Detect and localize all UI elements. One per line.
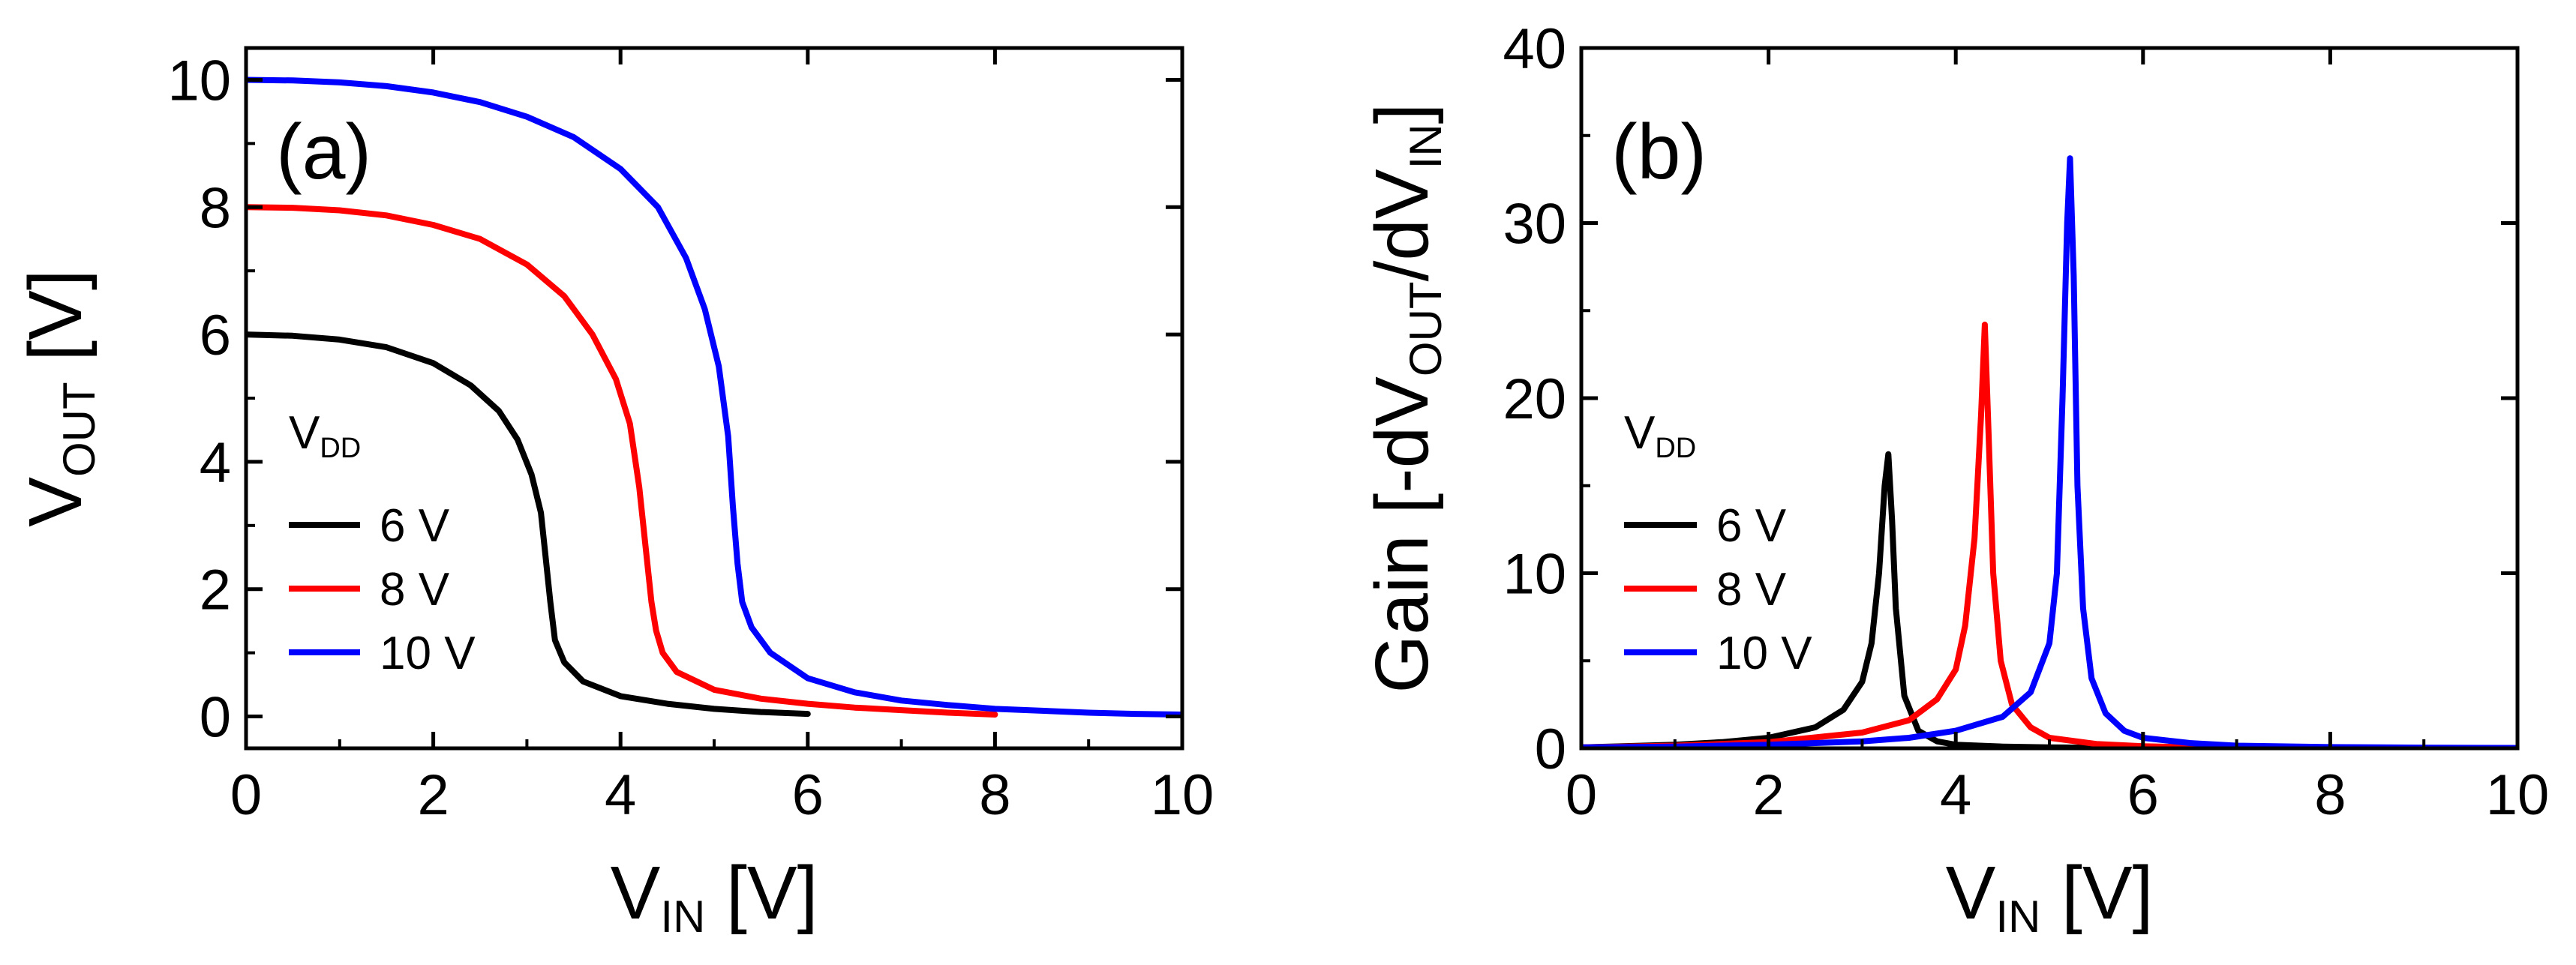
panel-a-ylabel-sub: OUT (54, 382, 104, 477)
panel-a-x-tick-label-2: 4 (605, 763, 636, 827)
panel-b-y-axis-label: Gain [-dVOUT/dVIN] (1360, 103, 1451, 694)
panel-a-legend-label-2: 10 V (380, 628, 476, 679)
panel-a-legend-label-0: 6 V (380, 500, 450, 552)
panel-a-legend-title-main: V (289, 407, 320, 459)
panel-b-series-line-0 (1581, 451, 2146, 748)
panel-b-x-tick-label-0: 0 (1566, 763, 1597, 827)
panel-a-series-layer (246, 76, 1182, 718)
panel-b-legend-label-0: 6 V (1716, 500, 1787, 552)
panel-a-series-line-2 (246, 76, 1182, 718)
panel-a-legend-title-sub: DD (320, 433, 361, 464)
panel-a-ticks: 0 2 4 6 8 10 0 2 4 6 8 10 (167, 48, 1214, 827)
panel-b-x-axis-label: VIN [V] (1946, 851, 2154, 942)
panel-a-y-tick-label-4: 8 (200, 176, 231, 240)
panel-a-xlabel-unit: [V] (705, 851, 818, 935)
panel-b-ylabel-suffix: ] (1360, 103, 1444, 124)
panel-b-xlabel-main: V (1946, 851, 1996, 935)
panel-a-y-tick-label-1: 2 (200, 559, 231, 622)
panel-a-legend-title: VDD (289, 407, 361, 464)
panel-b-legend-title: VDD (1624, 407, 1696, 464)
panel-a-x-tick-label-1: 2 (417, 763, 449, 827)
panel-b-series-line-2 (1581, 155, 2517, 748)
panel-b-legend-label-1: 8 V (1716, 564, 1787, 616)
panel-a-series-line-1 (246, 204, 998, 718)
panel-a-x-axis-label: VIN [V] (611, 851, 818, 942)
panel-b-ylabel-sub1: OUT (1401, 281, 1451, 376)
panel-b-y-tick-label-4: 40 (1503, 17, 1566, 81)
panel-b-x-tick-label-3: 6 (2127, 763, 2159, 827)
panel-a-ylabel-main: V (14, 477, 98, 527)
panel-a-legend-label-1: 8 V (380, 564, 450, 616)
panel-b-ylabel-prefix: Gain [-dV (1360, 376, 1444, 694)
panel-b-xlabel-sub: IN (1995, 892, 2040, 942)
panel-b-legend-items: 6 V 8 V 10 V (1624, 500, 1812, 679)
panel-a-y-axis-label: VOUT [V] (14, 269, 104, 526)
panel-a-y-tick-label-5: 10 (167, 49, 231, 112)
panel-a-x-tick-label-5: 10 (1151, 763, 1214, 827)
panel-a-xlabel-main: V (611, 851, 661, 935)
panel-b-legend-label-2: 10 V (1716, 628, 1812, 679)
panel-a-y-tick-label-2: 4 (200, 431, 231, 495)
panel-b-series-line-1 (1581, 321, 2334, 748)
panel-b-series-layer (1581, 155, 2517, 748)
panel-a-label: (a) (276, 109, 371, 196)
panel-a-legend-items: 6 V 8 V 10 V (289, 500, 476, 679)
panel-b-y-tick-label-1: 10 (1503, 543, 1566, 607)
panel-b-x-tick-label-5: 10 (2486, 763, 2550, 827)
panel-b-label: (b) (1611, 109, 1707, 196)
panel-a-x-tick-label-0: 0 (230, 763, 262, 827)
panel-b-legend-title-sub: DD (1655, 433, 1696, 464)
panel-b-ylabel-sub2: IN (1401, 124, 1451, 169)
panel-a-legend: VDD 6 V 8 V 10 V (289, 407, 476, 679)
panel-b-x-tick-label-2: 4 (1940, 763, 1971, 827)
panel-b-y-tick-label-3: 30 (1503, 193, 1566, 256)
panel-a-xlabel-sub: IN (660, 892, 705, 942)
panel-b-x-tick-label-4: 8 (2314, 763, 2346, 827)
panel-b-x-tick-label-1: 2 (1752, 763, 1784, 827)
panel-a-y-tick-label-3: 6 (200, 304, 231, 367)
panel-a-y-tick-label-0: 0 (200, 686, 231, 750)
panel-b-ylabel-mid: /dV (1360, 169, 1444, 281)
panel-b-y-tick-label-2: 20 (1503, 367, 1566, 431)
panel-b-legend-title-main: V (1624, 407, 1656, 459)
panel-b-ticks: 0 2 4 6 8 10 0 10 20 30 40 (1503, 17, 2549, 827)
panel-a-ylabel-unit: [V] (14, 269, 98, 382)
panel-b-xlabel-unit: [V] (2040, 851, 2153, 935)
panel-a-x-tick-label-4: 8 (979, 763, 1010, 827)
panel-a-series-line-0 (246, 331, 811, 718)
panel-b-legend: VDD 6 V 8 V 10 V (1624, 407, 1812, 679)
panel-b-y-tick-label-0: 0 (1535, 718, 1566, 781)
panel-a-x-tick-label-3: 6 (792, 763, 824, 827)
